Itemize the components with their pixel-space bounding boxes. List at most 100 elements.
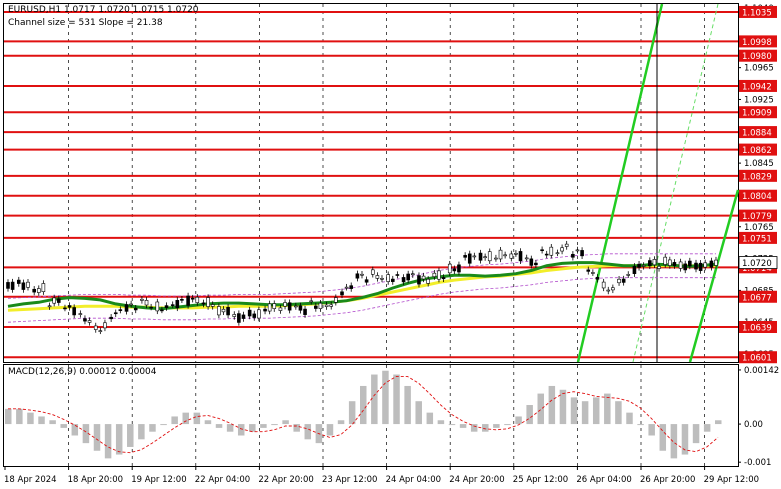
candle-body	[498, 249, 503, 260]
candle-body	[355, 273, 360, 279]
level-badge-label: 1.0980	[742, 52, 772, 62]
macd-bar	[71, 424, 79, 436]
candle-body	[221, 308, 226, 313]
candle-body	[524, 257, 529, 260]
candle-body	[124, 304, 129, 312]
candle-body	[709, 260, 714, 268]
candle-body	[252, 313, 257, 318]
level-badge	[739, 49, 777, 62]
level-badge	[739, 169, 777, 182]
candle-body	[606, 289, 611, 292]
candle-body	[72, 307, 76, 316]
macd-bar	[237, 424, 245, 436]
level-badge	[739, 106, 777, 119]
candle-body	[617, 278, 621, 284]
macd-bar	[548, 385, 556, 425]
macd-bar	[249, 424, 256, 432]
candle-body	[648, 260, 652, 267]
level-badge	[739, 290, 777, 303]
macd-bar	[104, 424, 112, 459]
candle-body	[298, 305, 303, 311]
channel-line-mid	[632, 3, 719, 363]
level-badge-label: 1.0862	[742, 146, 772, 156]
macd-bar	[592, 397, 600, 425]
candle-body	[549, 246, 554, 256]
macd-bar	[426, 412, 434, 425]
candle-body	[303, 308, 307, 315]
macd-bar	[382, 370, 389, 425]
macd-tick-label: 0.00	[744, 420, 763, 430]
time-tick-label: 24 Apr 04:00	[386, 475, 441, 485]
candle-body	[217, 306, 221, 316]
candle-body	[406, 273, 410, 281]
candle-body	[544, 253, 549, 256]
candle-body	[478, 252, 483, 261]
candle-body	[314, 305, 318, 309]
macd-bar	[703, 424, 711, 432]
candle-body	[457, 264, 461, 273]
candle-body	[441, 277, 446, 280]
candle-body	[349, 285, 354, 289]
candle-body	[63, 307, 67, 310]
candle-body	[560, 247, 564, 252]
candle-body	[272, 303, 277, 309]
candle-body	[514, 252, 518, 255]
candle-body	[340, 291, 344, 296]
candle-body	[237, 313, 241, 323]
channel-info: Channel size = 531 Slope = 21.38	[8, 18, 163, 28]
candle-body	[129, 303, 133, 306]
candle-body	[447, 263, 452, 274]
macd-axis: 0.00142 0.00 -0.001	[738, 366, 779, 468]
time-tick-label: 24 Apr 20:00	[449, 475, 504, 485]
channel-line-right	[688, 189, 740, 363]
macd-bar	[82, 424, 90, 444]
time-tick-label: 26 Apr 20:00	[640, 475, 695, 485]
candle-body	[586, 269, 591, 272]
channel-line-left	[576, 3, 664, 363]
candle-body	[56, 298, 61, 303]
macd-signal-line	[8, 375, 719, 454]
price-tick-label: 1.0965	[744, 64, 774, 74]
level-badge	[739, 189, 777, 202]
macd-bar	[515, 416, 522, 425]
candle-body	[26, 281, 30, 288]
macd-bar	[637, 424, 644, 426]
candle-body	[591, 272, 595, 274]
time-tick-label: 23 Apr 12:00	[322, 475, 377, 485]
candle-body	[564, 243, 569, 247]
candle-body	[637, 263, 641, 268]
candle-body	[364, 279, 369, 283]
macd-bar	[204, 420, 212, 425]
candle-body	[694, 262, 698, 270]
macd-bar	[49, 420, 56, 425]
candle-body	[32, 288, 36, 293]
level-badge-label: 1.1035	[742, 8, 772, 18]
macd-bar	[5, 408, 12, 425]
macd-bar	[93, 424, 101, 451]
candle-body	[16, 279, 21, 284]
macd-bar	[504, 424, 511, 426]
candle-body	[401, 277, 406, 283]
candle-body	[395, 274, 400, 276]
macd-bar	[670, 424, 678, 459]
candle-body	[226, 307, 230, 316]
macd-bar	[659, 424, 667, 451]
macd-bar	[648, 424, 655, 436]
macd-bar	[115, 424, 123, 455]
candle-body	[113, 312, 118, 315]
macd-bar	[193, 412, 201, 425]
macd-bar	[715, 420, 722, 425]
candle-body	[390, 278, 395, 282]
candle-body	[375, 275, 380, 279]
candle-body	[426, 278, 430, 284]
candle-body	[632, 265, 637, 274]
candle-body	[144, 300, 149, 306]
level-badge	[739, 35, 777, 48]
macd-bar	[537, 393, 544, 425]
macd-bar	[626, 412, 633, 425]
candle-body	[494, 257, 498, 260]
level-badge-label: 1.0601	[742, 354, 772, 364]
candle-body	[641, 265, 646, 267]
